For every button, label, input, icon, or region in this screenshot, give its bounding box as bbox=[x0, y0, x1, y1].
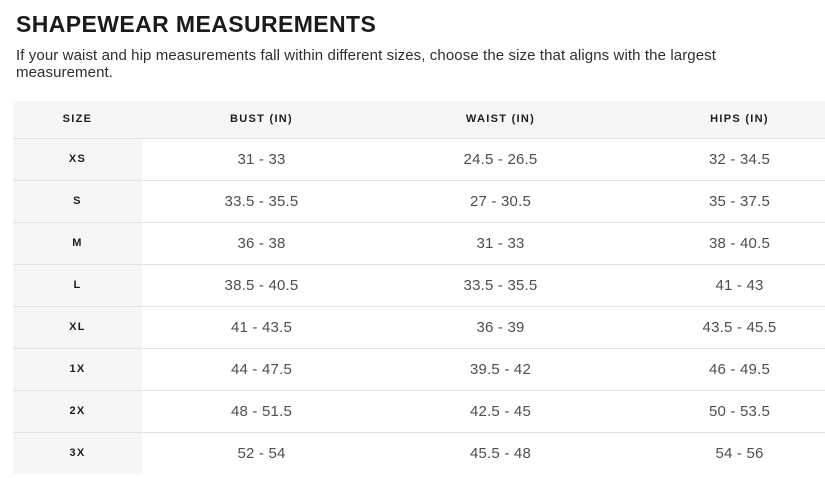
column-header-waist: WAIST (IN) bbox=[381, 101, 620, 138]
waist-cell: 36 - 39 bbox=[381, 305, 620, 348]
page-header: SHAPEWEAR MEASUREMENTS If your waist and… bbox=[0, 0, 825, 82]
hips-cell: 54 - 56 bbox=[620, 431, 825, 474]
table-row: M 36 - 38 31 - 33 38 - 40.5 bbox=[13, 221, 825, 264]
size-cell: XL bbox=[13, 305, 142, 348]
column-header-size: SIZE bbox=[13, 101, 142, 138]
table-row: 3X 52 - 54 45.5 - 48 54 - 56 bbox=[13, 431, 825, 474]
table-row: XS 31 - 33 24.5 - 26.5 32 - 34.5 bbox=[13, 137, 825, 180]
bust-cell: 41 - 43.5 bbox=[142, 305, 381, 348]
hips-cell: 35 - 37.5 bbox=[620, 179, 825, 222]
waist-cell: 42.5 - 45 bbox=[381, 389, 620, 432]
hips-cell: 50 - 53.5 bbox=[620, 389, 825, 432]
size-cell: S bbox=[13, 179, 142, 222]
size-cell: 2X bbox=[13, 389, 142, 432]
size-cell: 1X bbox=[13, 347, 142, 390]
size-chart-header: SIZE BUST (IN) WAIST (IN) HIPS (IN) bbox=[13, 101, 825, 138]
column-header-bust: BUST (IN) bbox=[142, 101, 381, 138]
table-row: XL 41 - 43.5 36 - 39 43.5 - 45.5 bbox=[13, 305, 825, 348]
waist-cell: 39.5 - 42 bbox=[381, 347, 620, 390]
hips-cell: 43.5 - 45.5 bbox=[620, 305, 825, 348]
size-cell: L bbox=[13, 263, 142, 306]
hips-cell: 32 - 34.5 bbox=[620, 137, 825, 180]
waist-cell: 45.5 - 48 bbox=[381, 431, 620, 474]
size-cell: M bbox=[13, 221, 142, 264]
hips-cell: 38 - 40.5 bbox=[620, 221, 825, 264]
bust-cell: 38.5 - 40.5 bbox=[142, 263, 381, 306]
table-row: 2X 48 - 51.5 42.5 - 45 50 - 53.5 bbox=[13, 389, 825, 432]
bust-cell: 52 - 54 bbox=[142, 431, 381, 474]
bust-cell: 33.5 - 35.5 bbox=[142, 179, 381, 222]
bust-cell: 31 - 33 bbox=[142, 137, 381, 180]
size-chart-table: SIZE BUST (IN) WAIST (IN) HIPS (IN) XS 3… bbox=[13, 101, 825, 474]
column-header-hips: HIPS (IN) bbox=[620, 101, 825, 138]
table-row: 1X 44 - 47.5 39.5 - 42 46 - 49.5 bbox=[13, 347, 825, 390]
header-row: SIZE BUST (IN) WAIST (IN) HIPS (IN) bbox=[13, 101, 825, 138]
waist-cell: 27 - 30.5 bbox=[381, 179, 620, 222]
bust-cell: 36 - 38 bbox=[142, 221, 381, 264]
hips-cell: 41 - 43 bbox=[620, 263, 825, 306]
size-cell: XS bbox=[13, 137, 142, 180]
bust-cell: 48 - 51.5 bbox=[142, 389, 381, 432]
waist-cell: 31 - 33 bbox=[381, 221, 620, 264]
table-row: S 33.5 - 35.5 27 - 30.5 35 - 37.5 bbox=[13, 179, 825, 222]
page-title: SHAPEWEAR MEASUREMENTS bbox=[16, 11, 377, 37]
bust-cell: 44 - 47.5 bbox=[142, 347, 381, 390]
waist-cell: 33.5 - 35.5 bbox=[381, 263, 620, 306]
size-chart-container: SIZE BUST (IN) WAIST (IN) HIPS (IN) XS 3… bbox=[13, 101, 825, 474]
size-table-body: XS 31 - 33 24.5 - 26.5 32 - 34.5 S 33.5 … bbox=[13, 137, 825, 474]
page-subtitle: If your waist and hip measurements fall … bbox=[16, 47, 717, 81]
size-cell: 3X bbox=[13, 431, 142, 474]
table-row: L 38.5 - 40.5 33.5 - 35.5 41 - 43 bbox=[13, 263, 825, 306]
waist-cell: 24.5 - 26.5 bbox=[381, 137, 620, 180]
hips-cell: 46 - 49.5 bbox=[620, 347, 825, 390]
